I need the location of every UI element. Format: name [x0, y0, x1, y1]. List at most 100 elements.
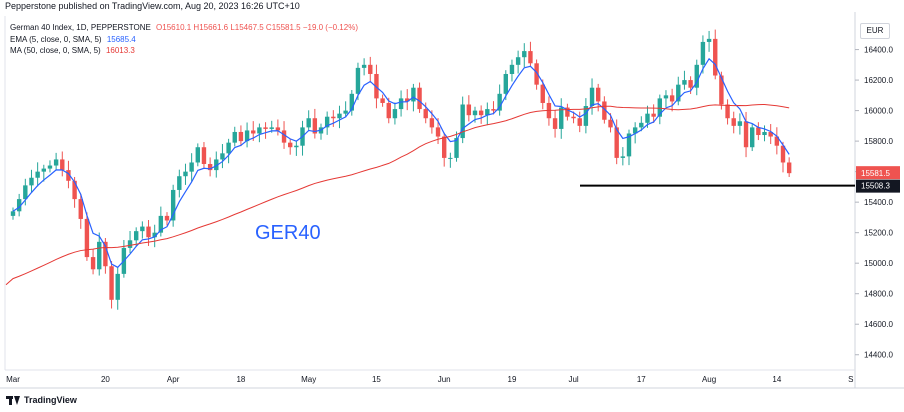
x-tick-label: 19	[508, 375, 517, 384]
currency-button[interactable]: EUR	[860, 23, 890, 39]
candle-body	[374, 73, 379, 99]
candle-body	[614, 127, 619, 158]
candle-body	[207, 164, 213, 171]
ohlc-values: O15610.1 H15661.6 L15467.5 C15581.5 −19.…	[156, 23, 358, 32]
last-price-badge	[856, 166, 900, 180]
candle-body	[731, 118, 736, 126]
candle-body	[485, 109, 490, 116]
candle-body	[16, 199, 22, 212]
candle-body	[232, 131, 237, 143]
candle-body	[786, 162, 792, 174]
candle-body	[756, 127, 761, 136]
y-tick-label: 16400.0	[864, 46, 893, 55]
candle-body	[214, 159, 219, 171]
legend-ema-row[interactable]: EMA (5, close, 0, SMA, 5) 15685.4	[10, 34, 361, 46]
candle-body	[312, 118, 318, 134]
tradingview-logo-icon	[6, 395, 20, 405]
candle-body	[472, 110, 478, 116]
candle-body	[386, 102, 391, 119]
candle-body	[762, 131, 767, 136]
candle-body	[448, 157, 453, 159]
candle-body	[559, 107, 564, 129]
candle-body	[201, 147, 207, 165]
candle-body	[164, 215, 170, 221]
candle-body	[343, 110, 348, 114]
ma-value: 16013.3	[105, 46, 135, 55]
candle-body	[226, 142, 231, 154]
candle-body	[288, 142, 293, 148]
candle-body	[540, 84, 545, 103]
candle-body	[688, 80, 693, 88]
candle-body	[306, 118, 311, 128]
candle-body	[29, 177, 34, 186]
legend-ma-row[interactable]: MA (50, close, 0, SMA, 5) 16013.3	[10, 45, 361, 57]
candle-body	[281, 130, 287, 143]
footer: TradingView	[6, 395, 77, 405]
candle-body	[405, 98, 410, 102]
candle-body	[583, 106, 589, 126]
footer-brand: TradingView	[24, 395, 77, 405]
chart-legend: German 40 Index, 1D, PEPPERSTONE O15610.…	[10, 22, 361, 57]
candle-body	[263, 127, 268, 129]
candle-body	[146, 226, 151, 238]
candle-body	[737, 121, 743, 126]
y-tick-label: 15200.0	[864, 229, 893, 238]
candle-body	[719, 75, 724, 105]
candle-body	[694, 64, 699, 88]
candle-body	[491, 109, 496, 111]
symbol-watermark: GER40	[255, 222, 321, 244]
y-tick-label: 14400.0	[864, 351, 893, 360]
candle-body	[361, 64, 367, 68]
candle-body	[657, 98, 662, 117]
candle-body	[60, 159, 65, 171]
candle-body	[380, 98, 385, 103]
candle-body	[23, 185, 28, 200]
candle-body	[596, 87, 601, 102]
candle-body	[269, 127, 274, 129]
candle-body	[429, 118, 435, 128]
x-tick-label: S	[848, 375, 853, 384]
candle-body	[195, 147, 200, 163]
publish-header: Pepperstone published on TradingView.com…	[5, 1, 300, 11]
candle-body	[220, 153, 225, 160]
candle-body	[72, 180, 77, 200]
ema-value: 15685.4	[106, 34, 136, 44]
candle-body	[238, 131, 244, 142]
candle-body	[700, 41, 706, 65]
candle-body	[454, 138, 459, 158]
candle-body	[115, 273, 120, 300]
candle-body	[10, 211, 16, 216]
candle-body	[337, 113, 342, 119]
candle-body	[676, 84, 681, 102]
candle-body	[713, 38, 718, 76]
candle-body	[602, 101, 607, 120]
candle-body	[41, 168, 46, 172]
candle-body	[528, 51, 533, 64]
candle-body	[257, 127, 262, 134]
candle-body	[35, 171, 40, 178]
x-tick-label: Aug	[702, 375, 716, 384]
legend-symbol-row[interactable]: German 40 Index, 1D, PEPPERSTONE O15610.…	[10, 22, 361, 34]
x-tick-label: 20	[101, 375, 110, 384]
y-tick-label: 16200.0	[864, 76, 893, 85]
y-tick-label: 15000.0	[864, 259, 893, 268]
x-tick-label: Apr	[167, 375, 180, 384]
candle-body	[189, 162, 194, 172]
candle-body	[423, 109, 428, 119]
candle-body	[534, 63, 539, 85]
candle-body	[632, 127, 638, 134]
candle-body	[251, 130, 256, 134]
x-tick-label: 18	[236, 375, 245, 384]
candle-body	[392, 109, 398, 119]
candle-body	[355, 67, 361, 94]
ema-label: EMA (5, close, 0, SMA, 5)	[10, 34, 102, 44]
candle-body	[669, 95, 675, 102]
candle-body	[497, 93, 502, 111]
candle-body	[626, 133, 632, 157]
candle-body	[509, 64, 515, 74]
symbol-label: German 40 Index, 1D, PEPPERSTONE	[10, 23, 151, 32]
candle-body	[682, 80, 687, 85]
candle-body	[97, 241, 102, 270]
candle-body	[152, 232, 157, 238]
